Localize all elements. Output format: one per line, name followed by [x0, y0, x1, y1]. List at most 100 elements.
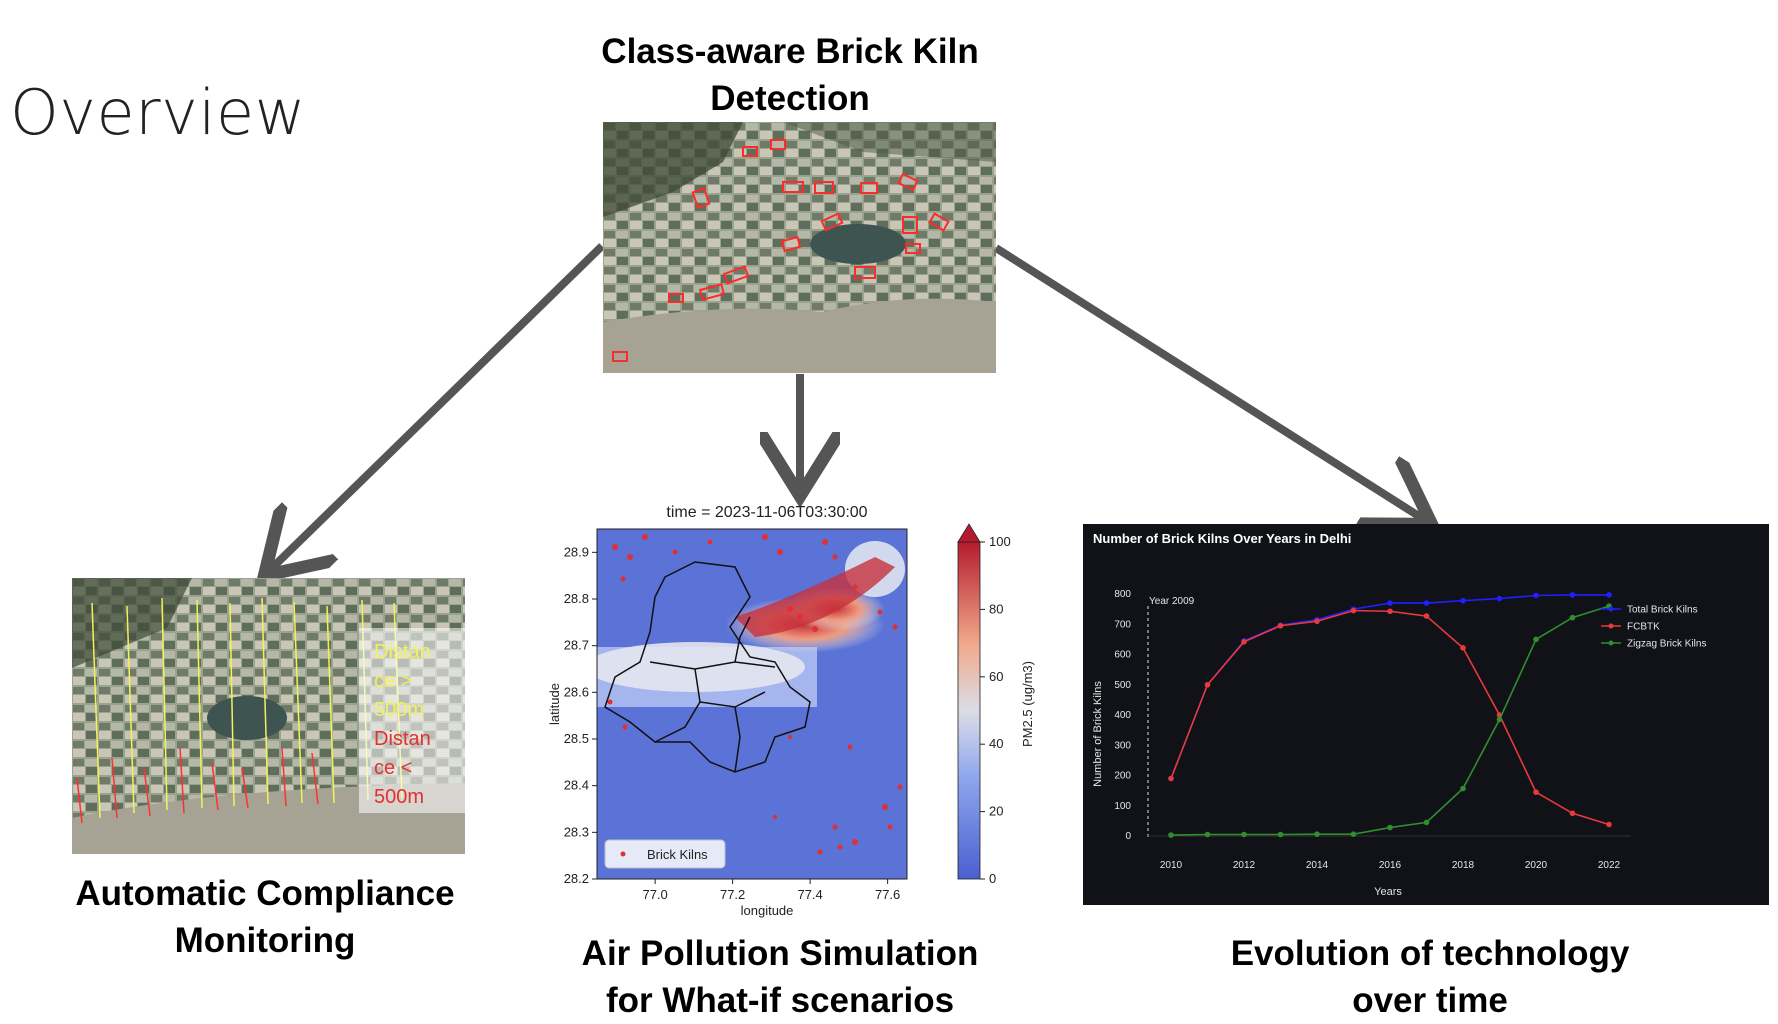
series-point-2 — [1569, 614, 1576, 621]
series-point-0 — [1423, 600, 1430, 606]
line-chart-xtick-label: 2010 — [1160, 860, 1183, 871]
legend-swatch-point-2 — [1608, 640, 1614, 646]
near-label-line3: 500m — [374, 786, 424, 808]
colorbar-tick-label: 80 — [989, 601, 1003, 616]
line-chart-title: Number of Brick Kilns Over Years in Delh… — [1093, 531, 1351, 546]
compliance-caption-line1: Automatic Compliance — [75, 874, 455, 913]
series-point-2 — [1496, 716, 1503, 723]
delhi-district-boundaries — [604, 561, 811, 773]
legend-label-1: FCBTK — [1627, 622, 1660, 633]
series-point-0 — [1387, 600, 1393, 606]
series-point-1 — [1350, 607, 1357, 614]
pollution-caption: Air Pollution Simulation for What-if sce… — [535, 930, 1025, 1024]
line-chart-xtick-label: 2018 — [1452, 860, 1475, 871]
compliance-monitoring-image: Distan ce > 500m Distan ce < 500m — [72, 578, 465, 854]
series-point-2 — [1533, 636, 1539, 643]
legend-label-0: Total Brick Kilns — [1627, 605, 1698, 616]
series-point-0 — [1569, 592, 1576, 598]
heatmap-ytick-label: 28.4 — [564, 778, 589, 793]
line-chart-ytick-label: 400 — [1114, 710, 1131, 721]
line-chart-xtick-label: 2022 — [1598, 860, 1621, 871]
near-label-line2: ce < — [374, 757, 412, 779]
series-point-2 — [1204, 831, 1211, 838]
series-point-2 — [1241, 831, 1247, 838]
arrow-to-compliance — [270, 243, 605, 570]
pm25-colorbar — [957, 523, 981, 880]
series-point-1 — [1277, 622, 1284, 629]
heatmap-legend-label: Brick Kilns — [647, 847, 708, 862]
heatmap-ytick-label: 28.5 — [564, 731, 589, 746]
heatmap-xtick-label: 77.2 — [720, 887, 745, 902]
line-chart-annotation: Year 2009 — [1149, 596, 1195, 607]
series-point-0 — [1460, 597, 1466, 604]
series-point-2 — [1387, 824, 1393, 831]
arrow-to-evolution — [993, 244, 1425, 520]
detection-caption: Class-aware Brick Kiln Detection — [560, 28, 1020, 122]
series-point-2 — [1314, 831, 1320, 837]
line-chart-ytick-label: 200 — [1114, 771, 1131, 782]
series-point-1 — [1569, 810, 1576, 817]
series-point-1 — [1423, 613, 1430, 619]
heatmap-ytick-label: 28.8 — [564, 591, 589, 606]
satellite-detection-image — [603, 122, 996, 373]
detection-caption-line1: Class-aware Brick Kiln — [601, 32, 979, 71]
heatmap-xlabel: longitude — [741, 903, 794, 918]
line-chart-xtick-label: 2012 — [1233, 860, 1256, 871]
colorbar-tick-label: 100 — [989, 534, 1011, 549]
series-point-1 — [1314, 618, 1320, 625]
far-label-line2: ce > — [374, 670, 412, 692]
colorbar-tick-label: 60 — [989, 669, 1003, 684]
colorbar-label: PM2.5 (ug/m3) — [1020, 661, 1035, 747]
series-point-1 — [1533, 789, 1539, 795]
series-point-0 — [1606, 592, 1612, 598]
series-point-1 — [1387, 608, 1393, 615]
series-point-1 — [1168, 775, 1174, 782]
heatmap-ytick-label: 28.6 — [564, 684, 589, 699]
line-chart-ytick-label: 100 — [1114, 801, 1131, 812]
series-point-2 — [1423, 819, 1430, 826]
brick-kiln-points — [607, 534, 903, 855]
heatmap-field — [597, 529, 907, 879]
line-chart-ytick-label: 500 — [1114, 680, 1131, 691]
compliance-caption: Automatic Compliance Monitoring — [40, 870, 490, 964]
series-point-1 — [1241, 638, 1247, 645]
heatmap-ytick-label: 28.3 — [564, 824, 589, 839]
series-point-0 — [1496, 595, 1503, 602]
near-label-line1: Distan — [374, 728, 431, 750]
evolution-caption: Evolution of technology over time — [1180, 930, 1680, 1024]
series-point-0 — [1533, 592, 1539, 599]
series-point-1 — [1606, 821, 1612, 828]
heatmap-xtick-label: 77.0 — [642, 887, 667, 902]
line-chart-ytick-label: 0 — [1125, 831, 1131, 842]
legend-swatch-point-1 — [1608, 623, 1614, 629]
series-point-1 — [1204, 681, 1211, 688]
line-chart-ytick-label: 600 — [1114, 650, 1131, 661]
legend-label-2: Zigzag Brick Kilns — [1627, 639, 1706, 650]
heatmap-xtick-label: 77.4 — [797, 887, 822, 902]
series-point-2 — [1350, 831, 1357, 837]
line-chart-ytick-label: 800 — [1114, 589, 1131, 600]
line-chart-xlabel: Years — [1374, 886, 1402, 898]
heatmap-legend: Brick Kilns — [604, 839, 726, 869]
brick-kilns-line-chart: Number of Brick Kilns Over Years in Delh… — [1083, 524, 1769, 905]
pollution-caption-line2: for What-if scenarios — [605, 981, 955, 1020]
line-chart-ytick-label: 300 — [1114, 740, 1131, 751]
heatmap-ytick-label: 28.7 — [564, 638, 589, 653]
heatmap-ytick-label: 28.9 — [564, 544, 589, 559]
compliance-caption-line2: Monitoring — [174, 921, 356, 960]
line-chart-xtick-label: 2014 — [1306, 860, 1329, 871]
heatmap-ylabel: latitude — [547, 683, 562, 725]
heatmap-xtick-label: 77.6 — [875, 887, 900, 902]
heatmap-ytick-label: 28.2 — [564, 871, 589, 886]
colorbar-tick-label: 20 — [989, 804, 1003, 819]
series-point-2 — [1277, 831, 1284, 838]
line-chart-xtick-label: 2020 — [1525, 860, 1548, 871]
colorbar-tick-label: 0 — [989, 871, 996, 886]
detection-caption-line2: Detection — [710, 79, 870, 118]
line-chart-xtick-label: 2016 — [1379, 860, 1402, 871]
far-label-line3: 500m — [374, 699, 424, 721]
line-chart-ytick-label: 700 — [1114, 619, 1131, 630]
pollution-caption-line1: Air Pollution Simulation — [581, 934, 979, 973]
heatmap-title: time = 2023-11-06T03:30:00 — [666, 504, 867, 521]
pm25-heatmap-chart: time = 2023-11-06T03:30:00 28.2 28.3 28.4 2… — [547, 504, 1035, 918]
